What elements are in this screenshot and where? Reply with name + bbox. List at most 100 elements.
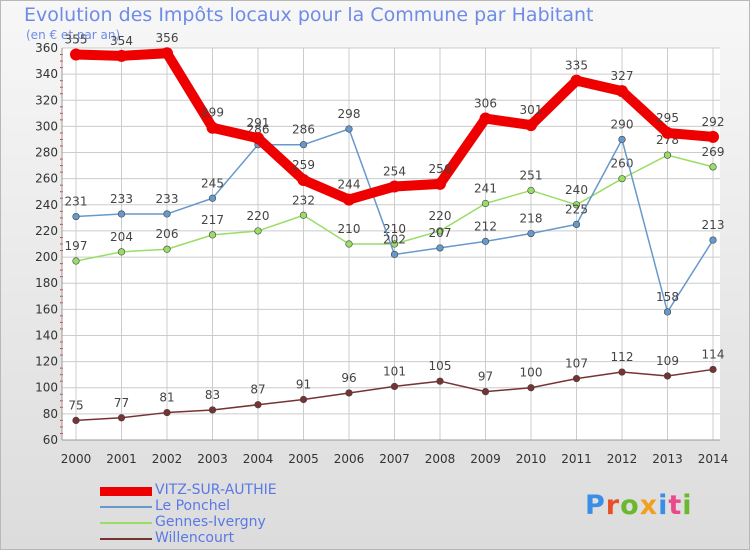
data-point [527,384,535,392]
data-label: 259 [292,158,315,172]
legend-swatch-willencourt [100,538,152,540]
x-tick-label: 2000 [61,452,92,466]
logo-letter: r [605,490,621,521]
legend-label-le-ponchel: Le Ponchel [155,498,231,514]
chart-subtitle: (en € et par an) [26,28,121,42]
data-label: 269 [702,145,725,159]
data-label: 87 [250,383,265,397]
data-point [481,199,490,208]
data-label: 220 [429,209,452,223]
legend-swatch-le-ponchel [100,506,152,508]
data-label: 100 [520,366,543,380]
data-label: 204 [110,230,133,244]
x-tick-label: 2008 [425,452,456,466]
data-label: 354 [110,34,133,48]
x-tick-label: 2002 [152,452,183,466]
logo-letter: i [682,490,693,521]
data-label: 233 [110,192,133,206]
logo-letter: o [620,490,640,521]
data-point [72,212,80,221]
x-tick-label: 2004 [243,452,274,466]
data-point [390,250,399,259]
data-label: 292 [702,115,725,129]
data-point [254,401,262,409]
data-label: 355 [65,33,88,47]
data-label: 210 [338,222,361,236]
data-label: 107 [565,357,588,371]
y-tick-label: 140 [35,328,58,342]
y-tick-label: 80 [43,407,58,421]
data-point [572,201,581,209]
data-point [117,248,126,256]
data-label: 231 [65,195,88,209]
data-label: 97 [478,370,493,384]
data-label: 105 [429,359,452,373]
data-point [208,231,217,239]
data-label: 233 [156,192,179,206]
data-label: 207 [429,226,452,240]
data-point [661,126,674,139]
data-label: 96 [341,371,356,385]
data-label: 158 [656,290,679,304]
x-tick-label: 2001 [106,452,137,466]
data-label: 114 [702,347,725,361]
data-label: 241 [474,181,497,195]
data-point [618,135,626,144]
y-tick-label: 240 [35,198,58,212]
x-tick-label: 2014 [698,452,729,466]
data-point [117,414,126,422]
data-label: 75 [68,398,83,412]
y-tick-label: 300 [35,119,58,133]
data-point [709,365,717,374]
data-point [70,48,82,61]
y-tick-label: 180 [35,276,58,290]
data-point [709,163,717,171]
data-point [436,227,444,235]
x-tick-label: 2006 [334,452,365,466]
data-label: 225 [565,202,588,216]
data-point [343,193,355,206]
data-label: 217 [201,213,224,227]
logo-letter: i [658,490,669,521]
data-point [345,125,353,133]
data-point [345,389,353,397]
x-tick-label: 2003 [197,452,228,466]
data-label: 81 [159,391,174,405]
data-label: 291 [247,116,270,130]
data-label: 232 [292,193,315,207]
data-label: 202 [383,232,406,246]
data-point [208,406,217,414]
x-tick-label: 2013 [652,452,683,466]
data-point [254,227,262,235]
data-point [345,240,353,248]
data-label: 220 [247,209,270,223]
logo-letter: t [668,490,683,521]
data-point [436,377,444,385]
x-tick-label: 2011 [561,452,592,466]
data-point [252,132,264,145]
logo-letter: x [639,490,659,521]
data-point [663,151,672,159]
data-label: 295 [656,111,679,125]
data-point [707,130,719,143]
y-tick-label: 260 [35,172,58,186]
logo-letter: P [585,490,606,521]
data-label: 245 [201,176,224,190]
legend-label-gennes-ivergny: Gennes-Ivergny [155,514,266,530]
data-label: 210 [383,222,406,236]
data-point [618,175,626,183]
data-point [663,308,672,316]
data-point [570,74,583,87]
data-label: 218 [520,212,543,226]
data-label: 213 [702,218,725,232]
data-point [161,47,173,60]
legend-label-willencourt: Willencourt [155,530,235,546]
data-point [72,416,80,425]
x-tick-label: 2007 [379,452,410,466]
data-label: 290 [611,117,634,131]
data-point [72,257,80,265]
data-point [117,210,126,218]
legend-swatch-vitz [100,487,152,496]
y-tick-label: 100 [35,381,58,395]
data-label: 83 [205,388,220,402]
